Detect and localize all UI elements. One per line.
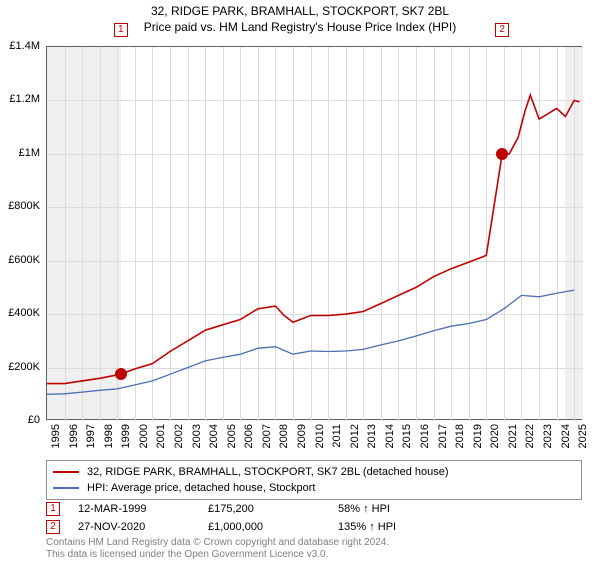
x-axis-label: 2013 xyxy=(366,424,378,448)
x-axis-label: 2017 xyxy=(437,424,449,448)
plot-area: 12 xyxy=(46,46,582,420)
footer-line: Contains HM Land Registry data © Crown c… xyxy=(46,537,389,549)
x-axis-label: 1999 xyxy=(120,424,132,448)
marker-dot xyxy=(496,148,508,160)
marker-label: 1 xyxy=(114,23,128,37)
x-axis-label: 2018 xyxy=(454,424,466,448)
y-axis-label: £0 xyxy=(28,414,40,426)
legend-item: 32, RIDGE PARK, BRAMHALL, STOCKPORT, SK7… xyxy=(53,464,575,480)
footer-text: Contains HM Land Registry data © Crown c… xyxy=(46,537,389,561)
x-axis-label: 2003 xyxy=(191,424,203,448)
transaction-marker: 1 xyxy=(46,502,60,516)
x-axis-label: 2008 xyxy=(278,424,290,448)
transaction-date: 12-MAR-1999 xyxy=(78,503,208,515)
legend-swatch xyxy=(53,471,79,473)
x-axis-label: 2011 xyxy=(331,424,343,448)
marker-dot xyxy=(115,368,127,380)
x-axis-label: 1996 xyxy=(68,424,80,448)
y-axis-label: £1.4M xyxy=(9,40,40,52)
x-axis-label: 2014 xyxy=(384,424,396,448)
transaction-row: 2 27-NOV-2020 £1,000,000 135% ↑ HPI xyxy=(46,520,582,534)
legend-item: HPI: Average price, detached house, Stoc… xyxy=(53,480,575,496)
transaction-price: £175,200 xyxy=(208,503,338,515)
x-axis-label: 2001 xyxy=(155,424,167,448)
y-axis-label: £1.2M xyxy=(9,93,40,105)
x-axis-label: 2015 xyxy=(401,424,413,448)
chart-title: 32, RIDGE PARK, BRAMHALL, STOCKPORT, SK7… xyxy=(0,4,600,18)
x-axis-label: 2025 xyxy=(577,424,589,448)
legend-swatch xyxy=(53,487,79,489)
legend: 32, RIDGE PARK, BRAMHALL, STOCKPORT, SK7… xyxy=(46,460,582,500)
legend-label: HPI: Average price, detached house, Stoc… xyxy=(87,482,316,494)
x-axis-label: 2020 xyxy=(489,424,501,448)
y-axis-label: £1M xyxy=(19,147,40,159)
legend-label: 32, RIDGE PARK, BRAMHALL, STOCKPORT, SK7… xyxy=(87,466,449,478)
chart-area: 12 £0£200K£400K£600K£800K£1M£1.2M£1.4M19… xyxy=(46,46,582,420)
y-axis-label: £400K xyxy=(8,307,40,319)
x-axis-label: 2022 xyxy=(524,424,536,448)
x-axis-label: 2023 xyxy=(542,424,554,448)
transaction-date: 27-NOV-2020 xyxy=(78,521,208,533)
marker-label: 2 xyxy=(495,23,509,37)
x-axis-label: 2010 xyxy=(314,424,326,448)
transaction-marker: 2 xyxy=(46,520,60,534)
x-axis-label: 1997 xyxy=(85,424,97,448)
x-axis-label: 2005 xyxy=(226,424,238,448)
y-axis-label: £800K xyxy=(8,200,40,212)
x-axis-label: 2009 xyxy=(296,424,308,448)
chart-subtitle: Price paid vs. HM Land Registry's House … xyxy=(0,20,600,34)
x-axis-label: 2006 xyxy=(243,424,255,448)
x-axis-label: 2004 xyxy=(208,424,220,448)
x-axis-label: 2019 xyxy=(472,424,484,448)
y-axis-label: £600K xyxy=(8,254,40,266)
footer-line: This data is licensed under the Open Gov… xyxy=(46,549,389,561)
x-axis-label: 2000 xyxy=(138,424,150,448)
transaction-row: 1 12-MAR-1999 £175,200 58% ↑ HPI xyxy=(46,502,582,516)
x-axis-label: 2012 xyxy=(349,424,361,448)
transaction-pct: 135% ↑ HPI xyxy=(338,521,468,533)
x-axis-label: 1998 xyxy=(103,424,115,448)
x-axis-label: 2024 xyxy=(560,424,572,448)
series-line xyxy=(47,95,580,384)
x-axis-label: 2007 xyxy=(261,424,273,448)
x-axis-label: 2016 xyxy=(419,424,431,448)
transaction-price: £1,000,000 xyxy=(208,521,338,533)
y-axis-label: £200K xyxy=(8,361,40,373)
line-layer xyxy=(47,47,583,421)
transaction-pct: 58% ↑ HPI xyxy=(338,503,468,515)
series-line xyxy=(47,290,574,394)
x-axis-label: 2021 xyxy=(507,424,519,448)
x-axis-label: 2002 xyxy=(173,424,185,448)
x-axis-label: 1995 xyxy=(50,424,62,448)
